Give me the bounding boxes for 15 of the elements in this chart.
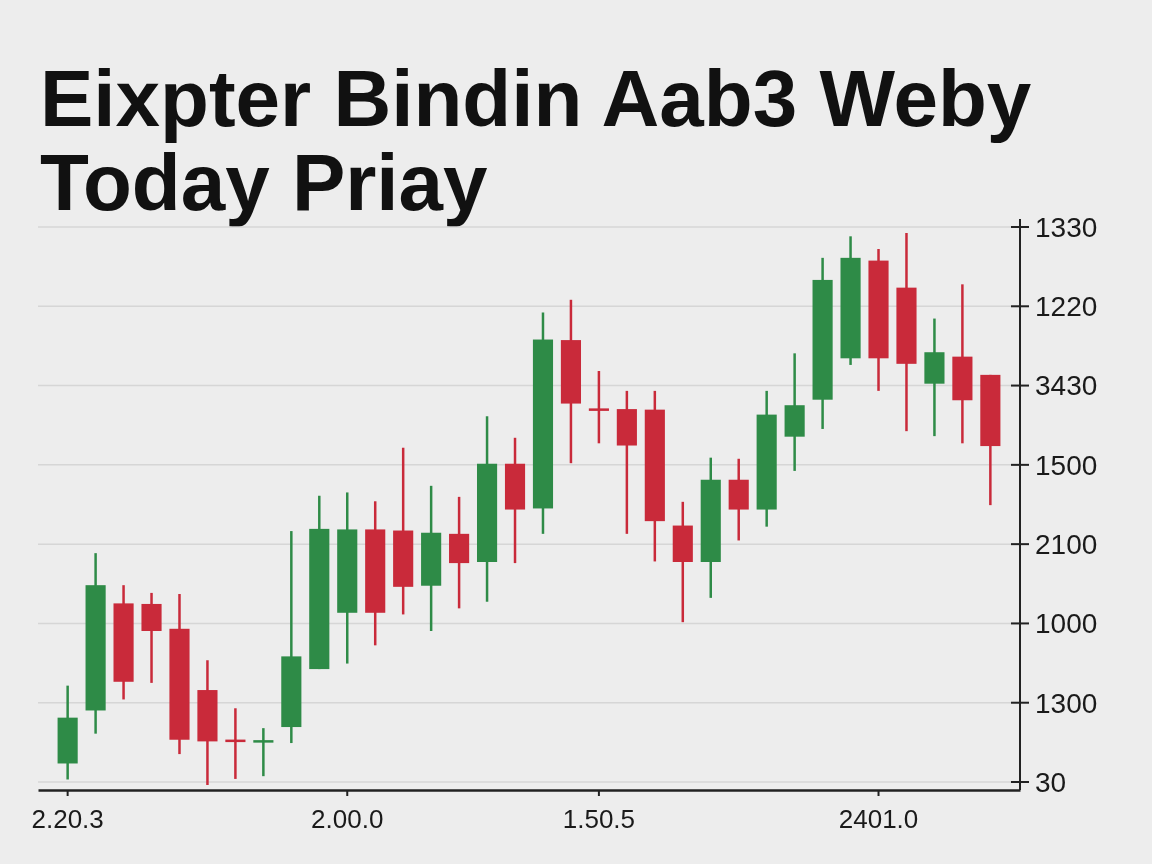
x-tick-label: 1.50.5 xyxy=(562,804,636,835)
text: 1330 xyxy=(1035,211,1098,243)
text: 3430 xyxy=(1035,370,1098,402)
text: 30 xyxy=(1035,766,1067,798)
candlestick xyxy=(253,726,274,778)
text: 1000 xyxy=(1035,608,1098,640)
x-tick-label: 2.00.0 xyxy=(311,804,384,835)
x-tick-label: 2401.0 xyxy=(838,804,919,835)
text: 1220 xyxy=(1035,291,1098,323)
text: 2100 xyxy=(1035,528,1098,560)
candlestick xyxy=(588,369,609,445)
text: 1500 xyxy=(1035,449,1098,481)
text: 1300 xyxy=(1035,687,1098,719)
chart-title: Eixpter Bindin Aab3 Weby Today Priay xyxy=(40,54,1032,227)
x-tick-label: 2.20.3 xyxy=(31,804,104,835)
